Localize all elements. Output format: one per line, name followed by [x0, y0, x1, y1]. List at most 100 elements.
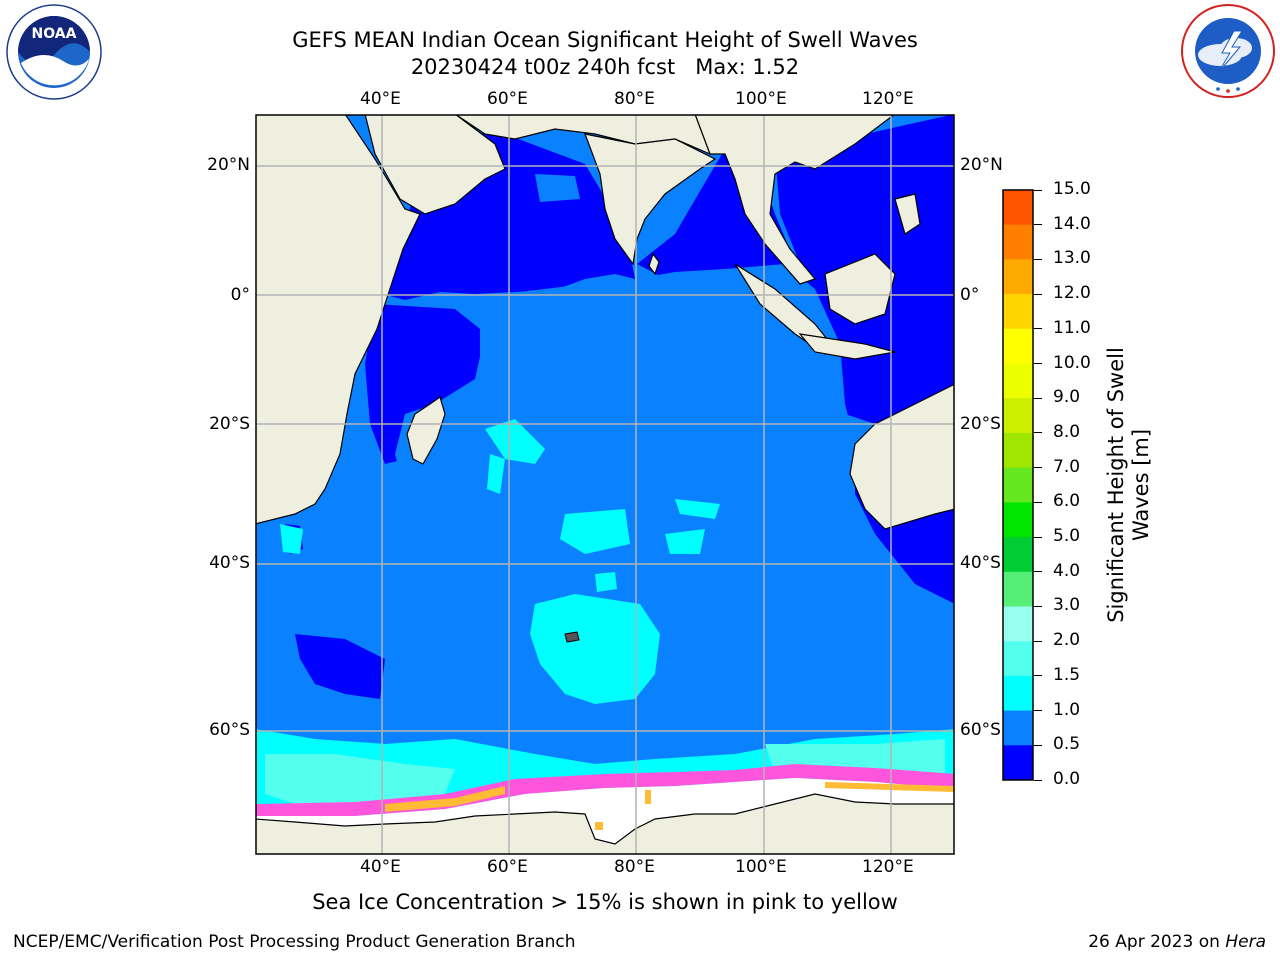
sea-ice-note: Sea Ice Concentration > 15% is shown in …: [312, 890, 898, 914]
colorbar-tick-label: 13.0: [1053, 248, 1091, 269]
colorbar-tick: [1034, 536, 1042, 538]
chart-title: GEFS MEAN Indian Ocean Significant Heigh…: [292, 28, 918, 52]
colorbar-tick: [1034, 605, 1042, 607]
lat-tick-right-20s: 20°S: [960, 414, 1001, 434]
colorbar-segment: [1003, 363, 1033, 399]
philippines: [894, 193, 921, 235]
credit-right: 26 Apr 2023 on Hera: [1088, 932, 1266, 952]
noaa-text: NOAA: [32, 26, 77, 42]
southern-cyan-light: [265, 754, 455, 804]
lat-tick-right-60s: 60°S: [960, 720, 1001, 740]
colorbar-tick-label: 0.0: [1053, 769, 1081, 789]
colorbar-segment: [1003, 571, 1033, 607]
ice-orange-3: [645, 790, 651, 804]
lon-tick-top-40e: 40°E: [360, 89, 401, 109]
colorbar-segment: [1003, 328, 1033, 365]
colorbar-segment: [1003, 224, 1033, 260]
ice-orange-1: [385, 786, 505, 812]
cyan-patch-8: [280, 524, 303, 554]
colorbar-segment: [1003, 537, 1033, 573]
colorbar-tick-label: 5.0: [1053, 526, 1081, 547]
colorbar-segment: [1003, 641, 1033, 677]
credit-date: 26 Apr 2023 on: [1088, 932, 1220, 952]
credit-machine: Hera: [1225, 932, 1266, 952]
colorbar-frame: [1002, 189, 1034, 781]
cyan-patch-7: [595, 572, 617, 592]
colorbar-tick: [1034, 189, 1042, 191]
colorbar-tick: [1034, 571, 1042, 573]
colorbar-tick: [1034, 710, 1042, 712]
land: [256, 115, 954, 854]
colorbar-tick-label: 7.0: [1053, 456, 1081, 477]
colorbar-title: Significant Height of Swell Waves [m]: [1104, 347, 1154, 623]
arabian-mid-patch: [535, 174, 580, 202]
colorbar-tick-label: 10.0: [1053, 352, 1091, 373]
colorbar-tick: [1034, 397, 1042, 399]
colorbar-tick-label: 15.0: [1053, 179, 1091, 199]
south-low-patch: [295, 634, 385, 699]
colorbar-segment: [1003, 190, 1033, 226]
colorbar-tick: [1034, 328, 1042, 330]
cyan-patch-2: [485, 419, 545, 464]
lon-tick-top-100e: 100°E: [735, 89, 787, 109]
colorbar-tick-label: 9.0: [1053, 387, 1081, 408]
colorbar-tick: [1034, 467, 1042, 469]
colorbar-tick: [1034, 640, 1042, 642]
colorbar-segment: [1003, 675, 1033, 712]
madagascar: [406, 396, 446, 465]
lon-tick-top-60e: 60°E: [487, 89, 528, 109]
colorbar-tick: [1034, 501, 1042, 503]
colorbar-segment: [1003, 398, 1033, 434]
lon-tick-bottom-100e: 100°E: [735, 857, 787, 877]
map-panel: [255, 114, 955, 855]
lon-tick-top-80e: 80°E: [614, 89, 655, 109]
colorbar-tick-label: 11.0: [1053, 317, 1091, 338]
borneo: [824, 253, 896, 325]
ice-island: [564, 631, 580, 643]
colorbar: [1002, 189, 1034, 781]
lon-tick-bottom-40e: 40°E: [360, 857, 401, 877]
chart-subtitle: 20230424 t00z 240h fcst Max: 1.52: [410, 55, 800, 79]
colorbar-tick: [1034, 744, 1042, 746]
colorbar-tick-label: 12.0: [1053, 283, 1091, 304]
lon-tick-bottom-120e: 120°E: [862, 857, 914, 877]
colorbar-tick-label: 4.0: [1053, 560, 1081, 581]
cyan-patch-3: [560, 509, 630, 554]
colorbar-segment: [1003, 432, 1033, 469]
antarctica: [256, 793, 954, 854]
credit-left: NCEP/EMC/Verification Post Processing Pr…: [13, 932, 576, 952]
grid: [256, 115, 954, 854]
cyan-patch-1: [530, 594, 660, 704]
colorbar-tick: [1034, 779, 1042, 781]
ice-orange-4: [595, 822, 603, 830]
colorbar-segment: [1003, 502, 1033, 538]
colorbar-segment: [1003, 259, 1033, 295]
colorbar-tick: [1034, 293, 1042, 295]
nws-logo: [1181, 4, 1275, 98]
colorbar-tick-label: 1.0: [1053, 699, 1081, 720]
lon-tick-bottom-80e: 80°E: [614, 857, 655, 877]
colorbar-segment: [1003, 467, 1033, 503]
lat-tick-right-40s: 40°S: [960, 553, 1001, 573]
lat-tick-right-20n: 20°N: [960, 155, 1003, 175]
colorbar-segment: [1003, 294, 1033, 330]
java: [798, 333, 896, 360]
cyan-patch-4: [665, 529, 705, 554]
colorbar-tick: [1034, 675, 1042, 677]
colorbar-tick-label: 8.0: [1053, 421, 1081, 442]
arabia: [364, 115, 506, 215]
noaa-logo: NOAA: [6, 4, 102, 100]
colorbar-tick-label: 6.0: [1053, 491, 1081, 512]
colorbar-tick: [1034, 224, 1042, 226]
lon-tick-bottom-60e: 60°E: [487, 857, 528, 877]
lat-tick-left-60s: 60°S: [209, 720, 250, 740]
colorbar-tick-label: 3.0: [1053, 595, 1081, 616]
colorbar-tick: [1034, 258, 1042, 260]
colorbar-tick-label: 14.0: [1053, 213, 1091, 234]
colorbar-segment: [1003, 710, 1033, 746]
colorbar-tick: [1034, 432, 1042, 434]
sri-lanka: [648, 252, 660, 276]
lat-tick-left-20n: 20°N: [207, 155, 250, 175]
australia: [849, 383, 954, 530]
lat-tick-left-40s: 40°S: [209, 553, 250, 573]
